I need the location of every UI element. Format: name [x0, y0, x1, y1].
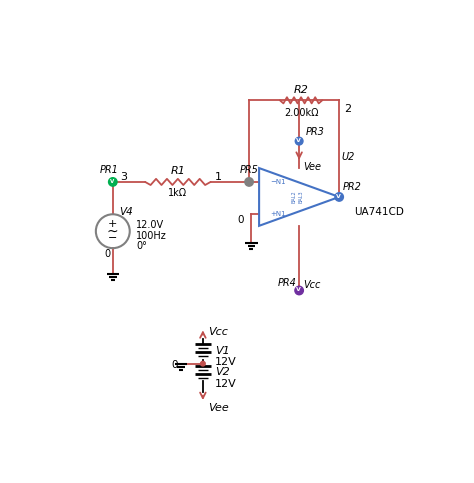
Text: −: −	[108, 233, 118, 243]
Text: PR1: PR1	[100, 165, 118, 175]
Circle shape	[335, 193, 343, 201]
Text: −N1: −N1	[271, 179, 286, 185]
Text: 2: 2	[344, 104, 351, 114]
Text: 0°: 0°	[136, 241, 147, 251]
Text: 12V: 12V	[215, 379, 237, 389]
Text: 0: 0	[171, 360, 177, 370]
Circle shape	[109, 178, 117, 186]
Text: 0: 0	[104, 249, 110, 259]
Text: 3: 3	[120, 172, 128, 182]
Text: V: V	[110, 179, 114, 184]
Text: +: +	[108, 219, 118, 229]
Text: V: V	[296, 287, 301, 292]
Text: +N1: +N1	[271, 211, 286, 217]
Text: 12V: 12V	[215, 357, 237, 367]
Text: 1: 1	[214, 172, 221, 182]
Text: PR3: PR3	[305, 127, 324, 137]
Circle shape	[295, 286, 303, 295]
Circle shape	[295, 137, 303, 145]
Text: 12.0V: 12.0V	[136, 220, 164, 230]
Text: ~: ~	[107, 224, 118, 238]
Text: R1: R1	[171, 166, 185, 176]
Text: V: V	[336, 194, 341, 199]
Text: 0: 0	[237, 215, 244, 226]
Text: 100Hz: 100Hz	[136, 231, 167, 241]
Text: UA741CD: UA741CD	[355, 207, 404, 217]
Text: V4: V4	[119, 207, 133, 217]
Circle shape	[245, 178, 253, 186]
Text: V1: V1	[215, 345, 230, 355]
Text: PR4: PR4	[278, 278, 297, 288]
Text: V2: V2	[215, 367, 230, 377]
Text: PR2: PR2	[343, 182, 362, 192]
Text: 1kΩ: 1kΩ	[168, 188, 187, 199]
Circle shape	[201, 361, 205, 366]
Text: R2: R2	[293, 85, 309, 95]
Text: 2.00kΩ: 2.00kΩ	[284, 108, 319, 118]
Text: Vee: Vee	[303, 162, 321, 172]
Text: BAL2: BAL2	[291, 191, 296, 203]
Text: Vcc: Vcc	[303, 280, 320, 290]
Text: U2: U2	[341, 152, 355, 161]
Text: PR5: PR5	[240, 165, 258, 175]
Text: BAL3: BAL3	[298, 191, 303, 203]
Text: V: V	[296, 138, 301, 143]
Text: Vcc: Vcc	[208, 327, 228, 337]
Text: Vee: Vee	[208, 403, 229, 413]
